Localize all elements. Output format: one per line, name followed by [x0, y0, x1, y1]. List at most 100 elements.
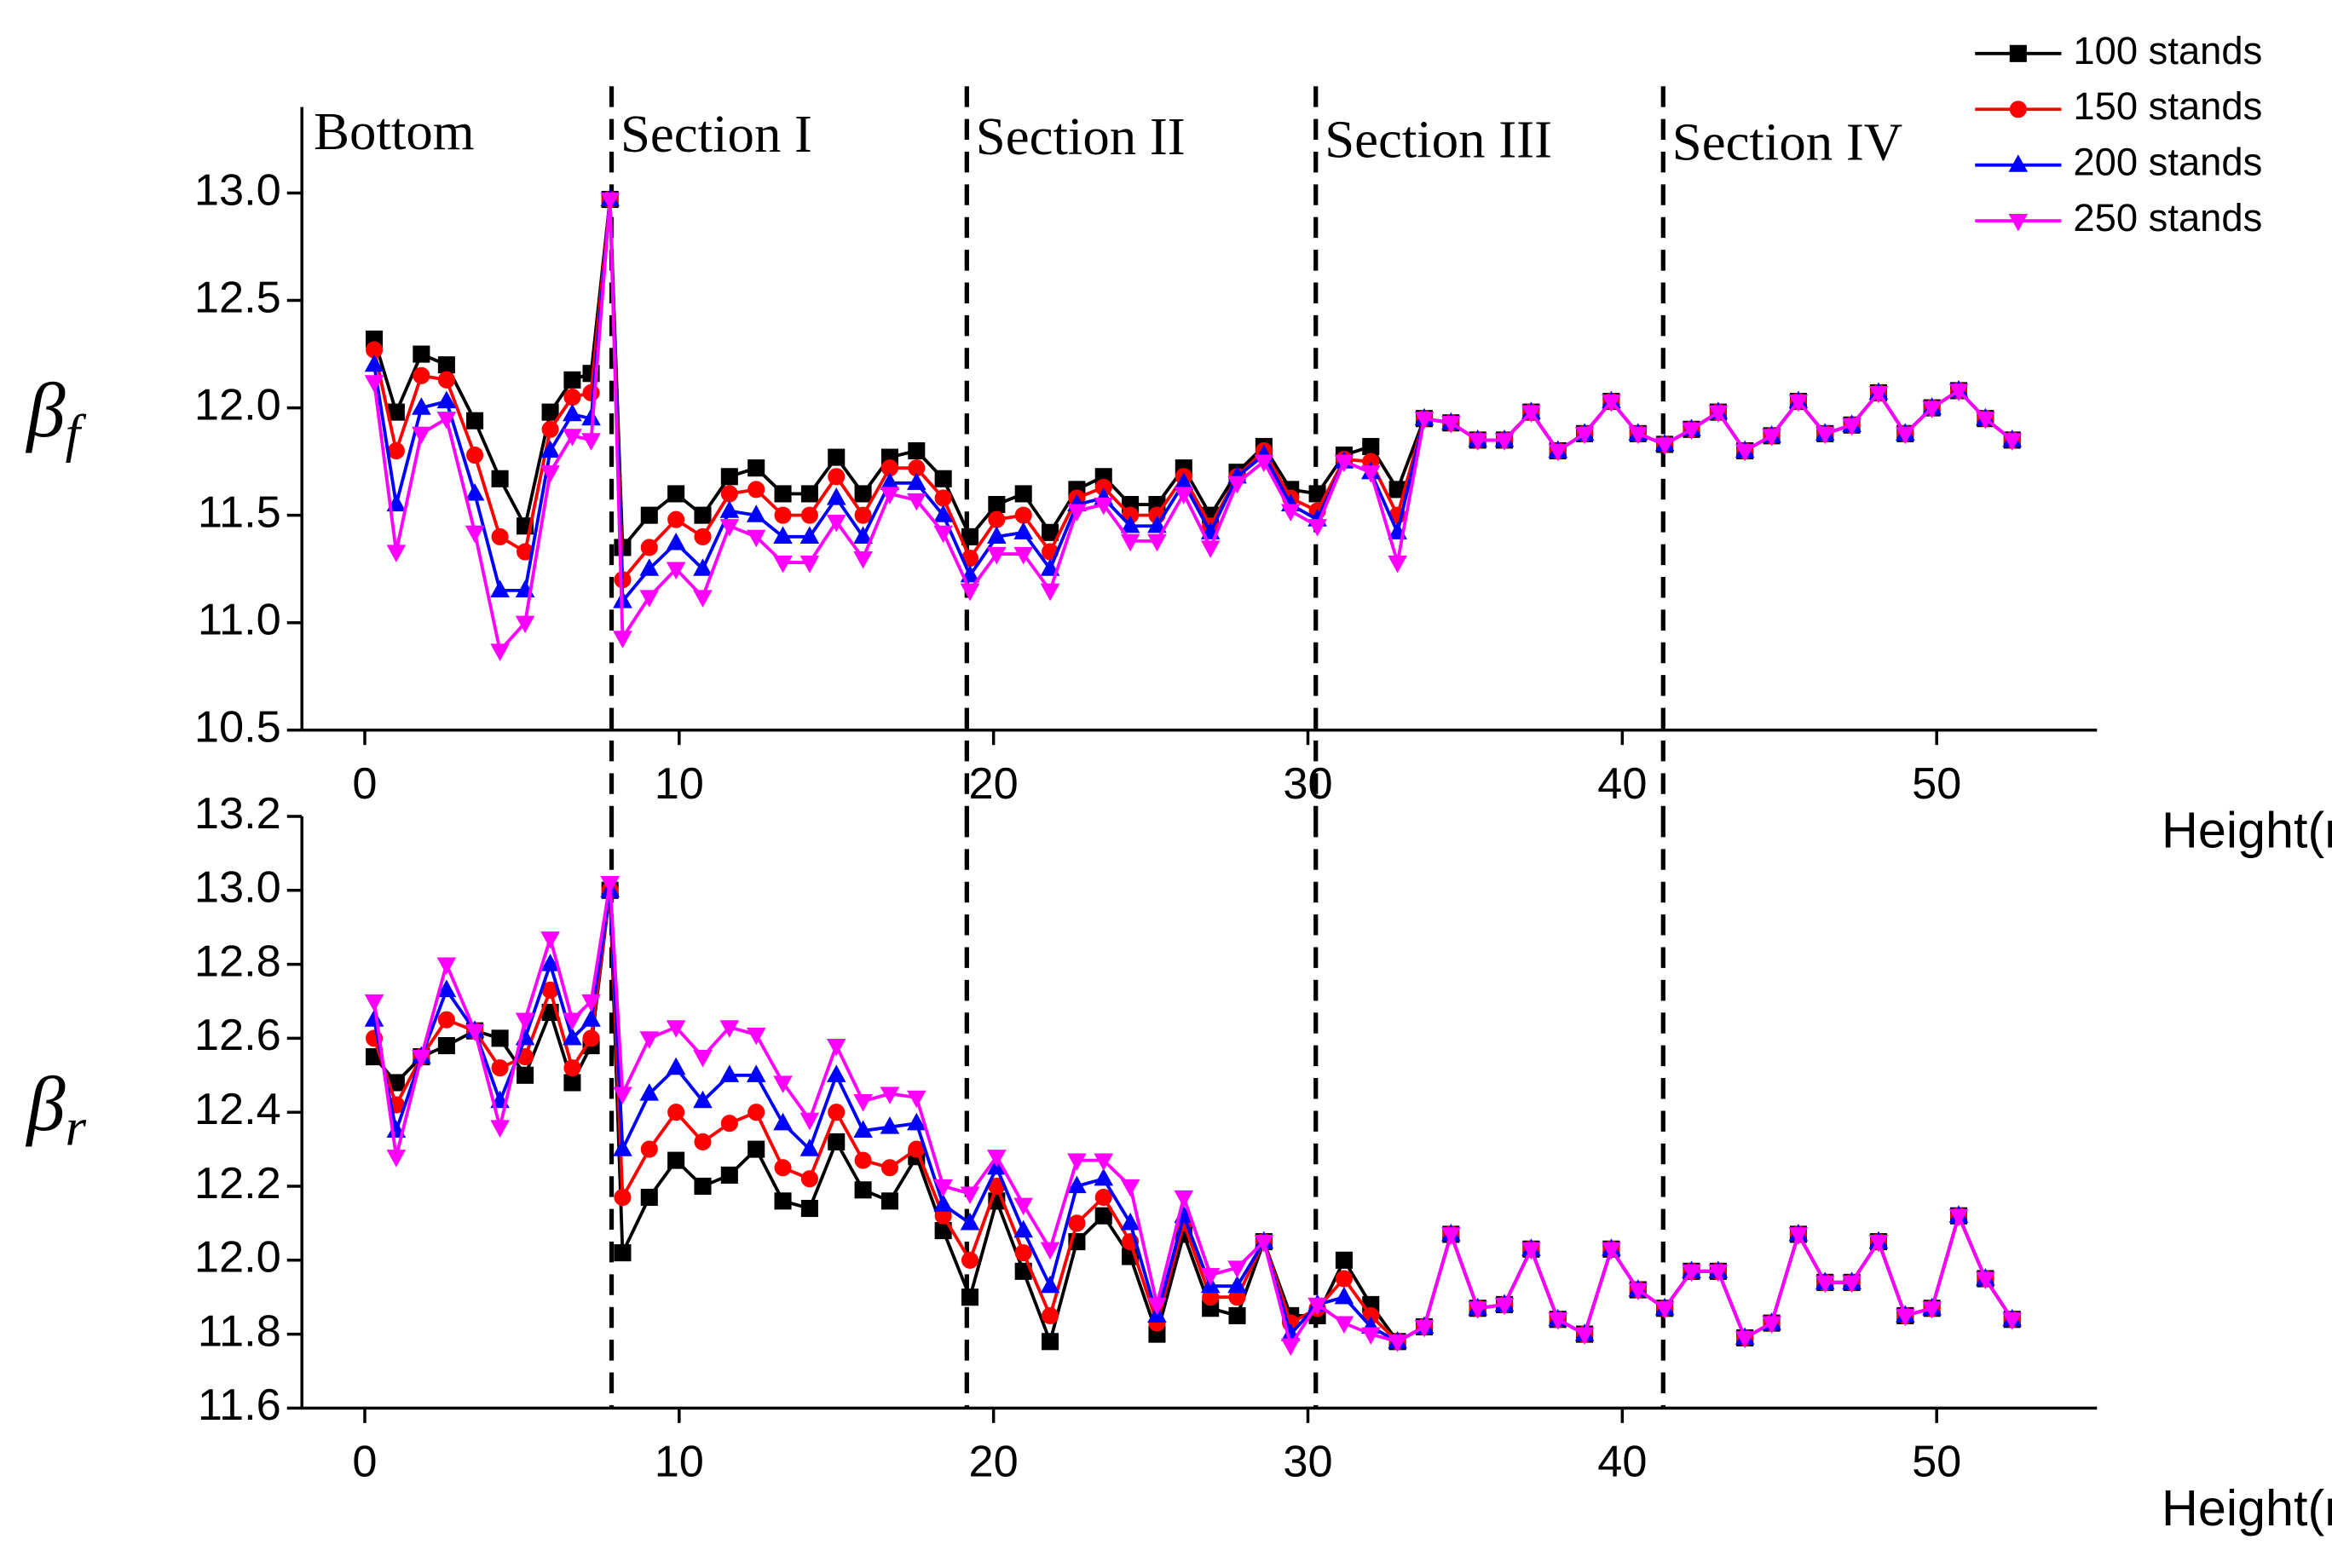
marker [666, 532, 686, 551]
marker [693, 558, 713, 576]
marker [748, 459, 765, 477]
marker [412, 1049, 431, 1068]
marker [1094, 497, 1114, 516]
marker [466, 412, 484, 429]
marker [490, 579, 510, 597]
legend-marker [2008, 154, 2029, 172]
marker [907, 493, 926, 511]
marker [694, 506, 712, 524]
marker [1014, 1244, 1032, 1262]
marker [853, 1120, 873, 1139]
marker [1922, 401, 1942, 419]
marker [541, 420, 559, 438]
marker [1040, 558, 1060, 576]
marker [748, 1140, 765, 1158]
marker [826, 487, 846, 505]
marker [563, 1059, 581, 1077]
marker [1521, 405, 1541, 424]
marker [1388, 1335, 1407, 1352]
marker [720, 1166, 738, 1185]
x-tick-label: 50 [1912, 759, 1961, 809]
marker [854, 485, 872, 503]
legend-marker [2009, 44, 2027, 62]
marker [1042, 1306, 1059, 1324]
marker [1494, 1297, 1515, 1316]
marker [828, 1133, 846, 1150]
marker [1335, 1270, 1353, 1288]
marker [582, 1029, 600, 1047]
series-line [372, 890, 2014, 1344]
marker [1468, 433, 1487, 451]
marker [1682, 1264, 1701, 1283]
marker [1708, 1264, 1729, 1283]
marker [1868, 385, 1889, 404]
marker [639, 1083, 660, 1101]
marker [694, 1133, 712, 1150]
marker [719, 519, 740, 537]
marker [613, 1139, 632, 1156]
marker [961, 1251, 979, 1269]
legend-label: 250 stands [2073, 196, 2262, 239]
marker [799, 555, 820, 574]
y-tick-label: 10.5 [194, 703, 281, 752]
marker [1548, 1312, 1568, 1330]
marker [413, 366, 430, 384]
marker [746, 1027, 766, 1046]
marker [515, 615, 535, 634]
y-tick-label: 13.0 [194, 165, 281, 215]
section-label: Section II [976, 107, 1186, 166]
marker [1094, 1153, 1114, 1172]
legend-label: 100 stands [2073, 29, 2262, 72]
marker [1013, 1219, 1034, 1238]
marker [746, 504, 766, 522]
marker [600, 875, 620, 894]
marker [719, 1064, 740, 1082]
marker [436, 979, 457, 998]
marker [666, 1020, 686, 1038]
marker [1360, 1327, 1381, 1346]
y-tick-label: 12.2 [194, 1159, 281, 1208]
x-tick-label: 0 [352, 759, 377, 809]
marker [1842, 1275, 1862, 1294]
marker [517, 1066, 534, 1084]
marker [540, 440, 560, 458]
marker [1040, 583, 1060, 602]
marker [799, 526, 820, 544]
marker [693, 1090, 713, 1109]
marker [614, 1244, 632, 1262]
marker [1013, 522, 1034, 539]
y-axis-label: βr [25, 1061, 86, 1157]
marker [828, 448, 846, 466]
marker [960, 583, 980, 602]
marker [465, 483, 485, 501]
marker [1120, 1179, 1140, 1197]
y-tick-label: 13.0 [194, 863, 281, 913]
marker [1120, 1212, 1140, 1231]
marker [1334, 1316, 1354, 1335]
marker [2002, 433, 2023, 451]
marker [640, 539, 658, 556]
y-tick-label: 11.0 [198, 596, 281, 645]
marker [1042, 1333, 1059, 1351]
marker [1040, 1242, 1060, 1260]
marker [437, 1011, 455, 1029]
legend-marker [2009, 101, 2027, 118]
marker [364, 354, 384, 372]
marker [1040, 1275, 1060, 1294]
marker [880, 487, 900, 504]
marker [1094, 1207, 1112, 1225]
marker [933, 504, 953, 522]
marker [933, 1194, 953, 1212]
marker [880, 1087, 900, 1104]
marker [774, 1192, 792, 1210]
marker [491, 527, 509, 545]
marker [364, 375, 384, 393]
marker [828, 1104, 846, 1121]
marker [1896, 426, 1915, 445]
marker [563, 1074, 581, 1092]
series-line [372, 199, 2013, 654]
marker [1307, 519, 1327, 537]
y-tick-label: 11.5 [198, 487, 281, 537]
marker [1976, 412, 1995, 429]
marker [828, 468, 846, 486]
